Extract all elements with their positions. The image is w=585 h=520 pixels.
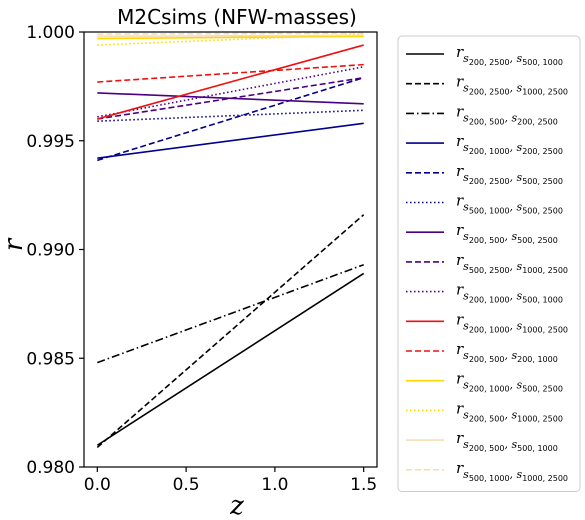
x-tick-label: 0.5 [173, 475, 200, 495]
series-line-2 [96, 214, 365, 449]
legend-label: rs200, 500, s500, 2500 [456, 221, 558, 245]
y-tick-label: 0.990 [26, 241, 75, 261]
y-tick-label: 0.995 [26, 132, 75, 152]
series-line-5 [97, 76, 364, 162]
series-line-9 [97, 66, 364, 118]
legend-label: rs200, 500, s500, 1000 [456, 429, 558, 453]
y-axis-label: r [0, 237, 29, 251]
series-line-3 [97, 263, 364, 364]
legend-box [397, 35, 581, 492]
legend-label: rs200, 500, s1000, 2500 [456, 399, 563, 423]
legend-label: rs200, 1000, s1000, 2500 [456, 310, 568, 334]
legend-label: rs200, 2500, s500, 1000 [456, 43, 563, 67]
x-axis-label: z [229, 491, 244, 520]
y-tick-label: 0.985 [26, 349, 75, 369]
series-line-12 [97, 35, 364, 40]
series-line-15 [97, 32, 364, 35]
x-tick-label: 1.5 [350, 475, 377, 495]
legend-label: rs200, 1000, s200, 2500 [456, 132, 563, 156]
series-line-6 [97, 109, 364, 122]
legend-label: rs200, 2500, s1000, 2500 [456, 73, 568, 97]
legend-label: rs500, 1000, s1000, 2500 [456, 459, 568, 483]
legend-label: rs200, 2500, s500, 2500 [456, 162, 563, 186]
x-tick-label: 0.0 [84, 475, 111, 495]
legend-label: rs200, 1000, s500, 1000 [456, 281, 563, 305]
legend-label: rs500, 2500, s1000, 2500 [456, 251, 568, 275]
plot-frame [83, 31, 378, 468]
series-line-13 [97, 33, 364, 46]
series-line-14 [97, 34, 364, 38]
legend-label: rs200, 500, s200, 1000 [456, 340, 558, 364]
plot-area: 0.0 0.5 1.0 1.5 0.980 0.985 0.990 0.995 1.000 [26, 23, 378, 495]
series-line-1 [96, 272, 365, 446]
chart-title: M2Csims (NFW-masses) [117, 5, 357, 29]
y-tick-label: 0.980 [26, 458, 75, 478]
series-line-11 [97, 63, 364, 83]
series-line-4 [97, 122, 364, 159]
x-tick-label: 1.0 [261, 475, 288, 495]
legend-label: rs200, 1000, s500, 2500 [456, 370, 563, 394]
legend-label: rs200, 500, s200, 2500 [456, 102, 558, 126]
legend-label: rs500, 1000, s500, 2500 [456, 192, 563, 216]
y-tick-label: 1.000 [26, 23, 75, 43]
series-line-7 [97, 92, 364, 105]
series-line-10 [97, 44, 364, 120]
legend: rs200, 2500, s500, 1000 rs200, 2500, s100… [397, 35, 581, 492]
